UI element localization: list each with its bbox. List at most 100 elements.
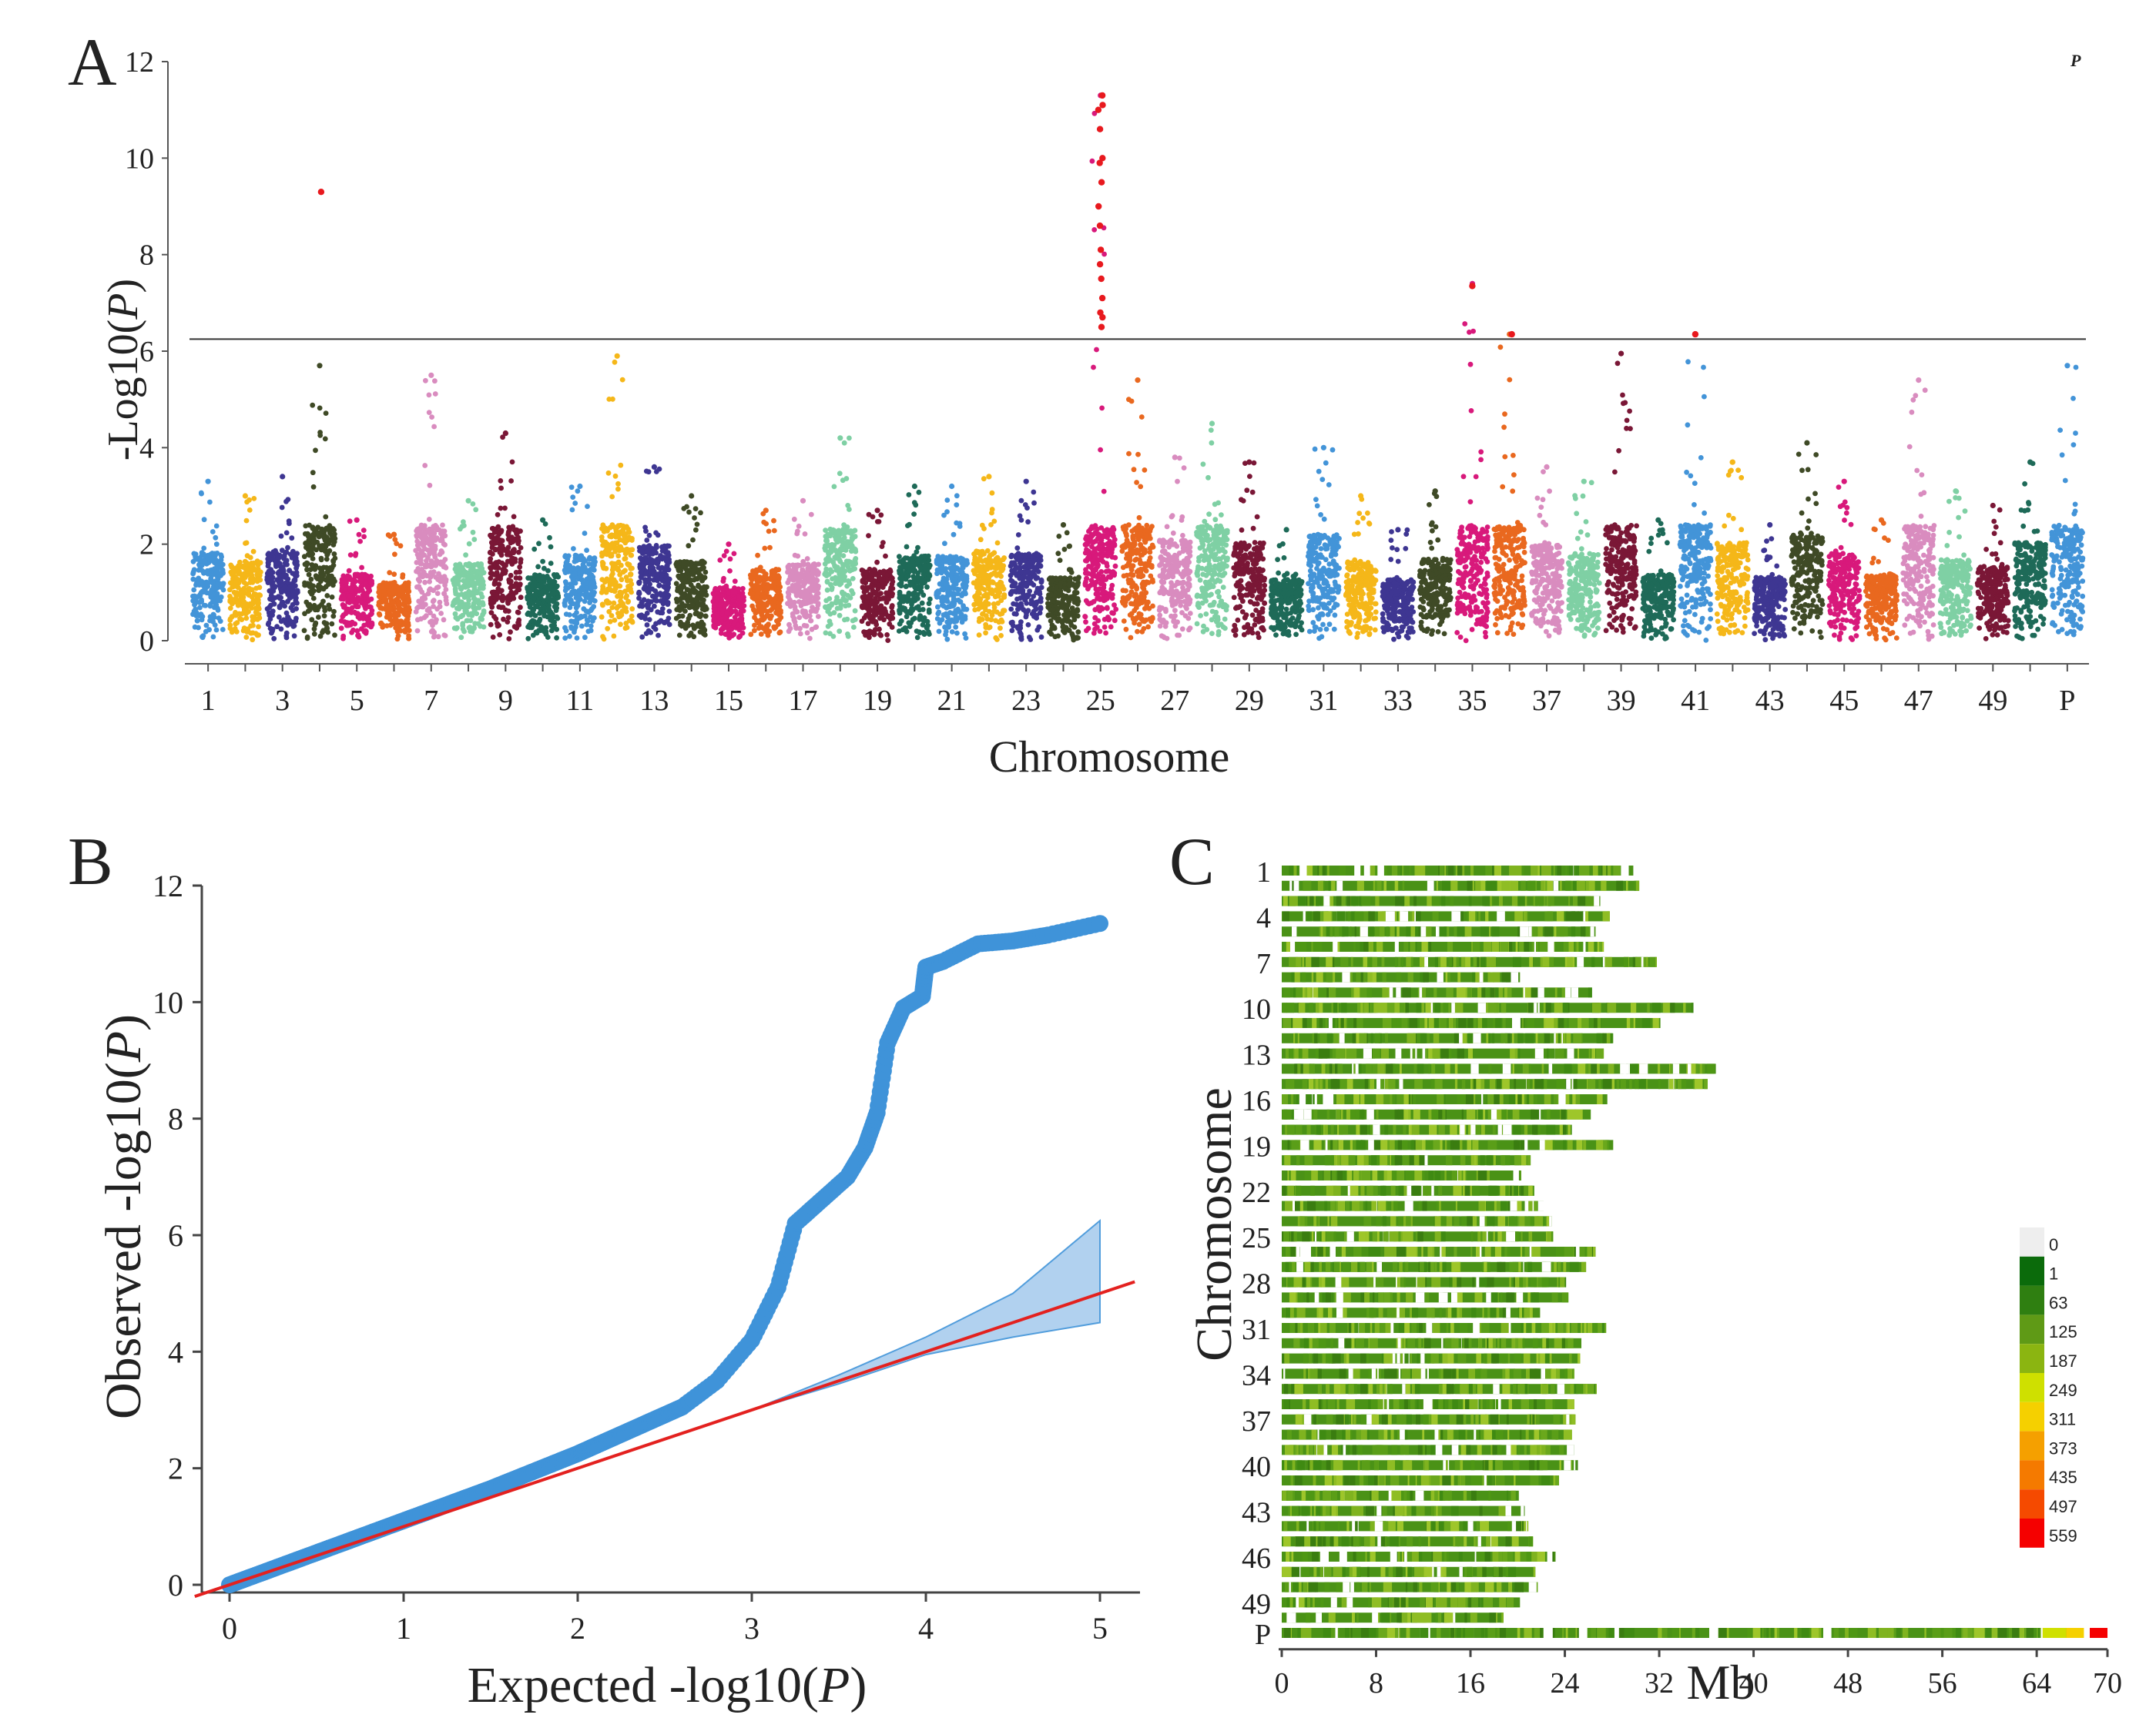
snp-point [845,561,850,566]
snp-point [578,623,585,629]
snp-point [963,584,968,591]
snp-point [513,570,519,575]
snp-point [690,622,696,628]
snp-point [324,556,330,562]
snp-point [330,526,336,531]
snp-point [234,565,240,571]
snp-point [716,587,721,592]
snp-point [824,587,830,593]
snp-point [196,563,203,568]
snp-point [723,610,729,616]
snp-point [847,435,852,441]
snp-point [620,569,626,575]
snp-point [245,568,251,574]
snp-point [508,578,514,584]
snp-point [253,585,259,591]
snp-point [935,611,941,617]
snp-point [227,605,233,611]
snp-point [428,536,434,541]
snp-point [926,629,931,635]
snp-point [312,566,318,572]
snp-point [713,607,718,613]
chromosome-points-15 [710,541,747,641]
snp-point [376,602,382,608]
snp-point [796,584,803,590]
snp-point [916,489,922,495]
snp-point [496,581,502,588]
chromosome-points-14 [673,493,709,640]
snp-point [622,556,628,562]
snp-point [353,552,358,558]
snp-point [245,586,251,592]
snp-point [897,554,902,560]
snp-point [654,591,660,597]
snp-point [579,614,585,620]
manhattan-y-tick-label: 0 [139,625,154,658]
snp-point [191,587,197,593]
snp-point [837,598,843,604]
manhattan-x-tick-label: 35 [1457,685,1487,717]
manhattan-x-tick-label: 41 [1681,685,1710,717]
snp-point [636,591,642,597]
snp-point [306,571,312,578]
snp-point [602,551,609,557]
snp-point [645,548,651,554]
snp-point [637,603,642,609]
snp-point [702,569,709,575]
snp-point [958,575,964,581]
snp-point [665,578,671,584]
snp-point [317,633,324,639]
snp-point [462,579,468,585]
snp-point [427,549,433,555]
snp-point [934,616,941,621]
snp-point [254,632,260,638]
snp-point [363,628,368,634]
snp-point [229,564,235,570]
snp-point [406,628,412,634]
snp-point [699,612,704,618]
snp-point [666,615,672,621]
snp-point [536,574,542,580]
snp-point [732,615,738,620]
snp-point [943,566,949,571]
snp-point [193,551,199,557]
snp-point [582,531,588,536]
snp-point [690,585,696,591]
snp-point [495,565,501,571]
chromosome-points-9 [487,430,524,641]
snp-point [201,545,207,551]
snp-point [243,517,250,524]
snp-point [459,603,465,608]
snp-point [943,631,948,638]
snp-point [362,592,367,598]
snp-point [279,589,284,595]
panel-letter-a: A [68,25,117,100]
snp-point [638,570,644,575]
snp-point [918,584,924,591]
snp-point [419,597,425,603]
snp-point [404,606,410,612]
snp-point [250,614,255,620]
snp-point [402,598,408,604]
snp-point [267,571,273,576]
snp-point [723,583,729,589]
manhattan-x-tick-label: 49 [1978,685,2007,717]
snp-point [310,470,316,476]
snp-point [389,581,394,587]
panel-letter-c: C [1169,825,1215,899]
snp-point-max [205,478,211,484]
snp-point [936,590,941,596]
snp-point [763,590,770,596]
snp-point [903,555,908,561]
snp-point [771,527,777,534]
snp-point [575,599,581,605]
snp-point [629,606,635,612]
snp-point [869,583,875,589]
snp-point [537,616,543,622]
snp-point [823,527,828,533]
snp-point [415,604,421,610]
snp-point [684,504,689,510]
snp-point [615,611,621,616]
snp-point [599,534,605,540]
snp-point [912,568,918,574]
